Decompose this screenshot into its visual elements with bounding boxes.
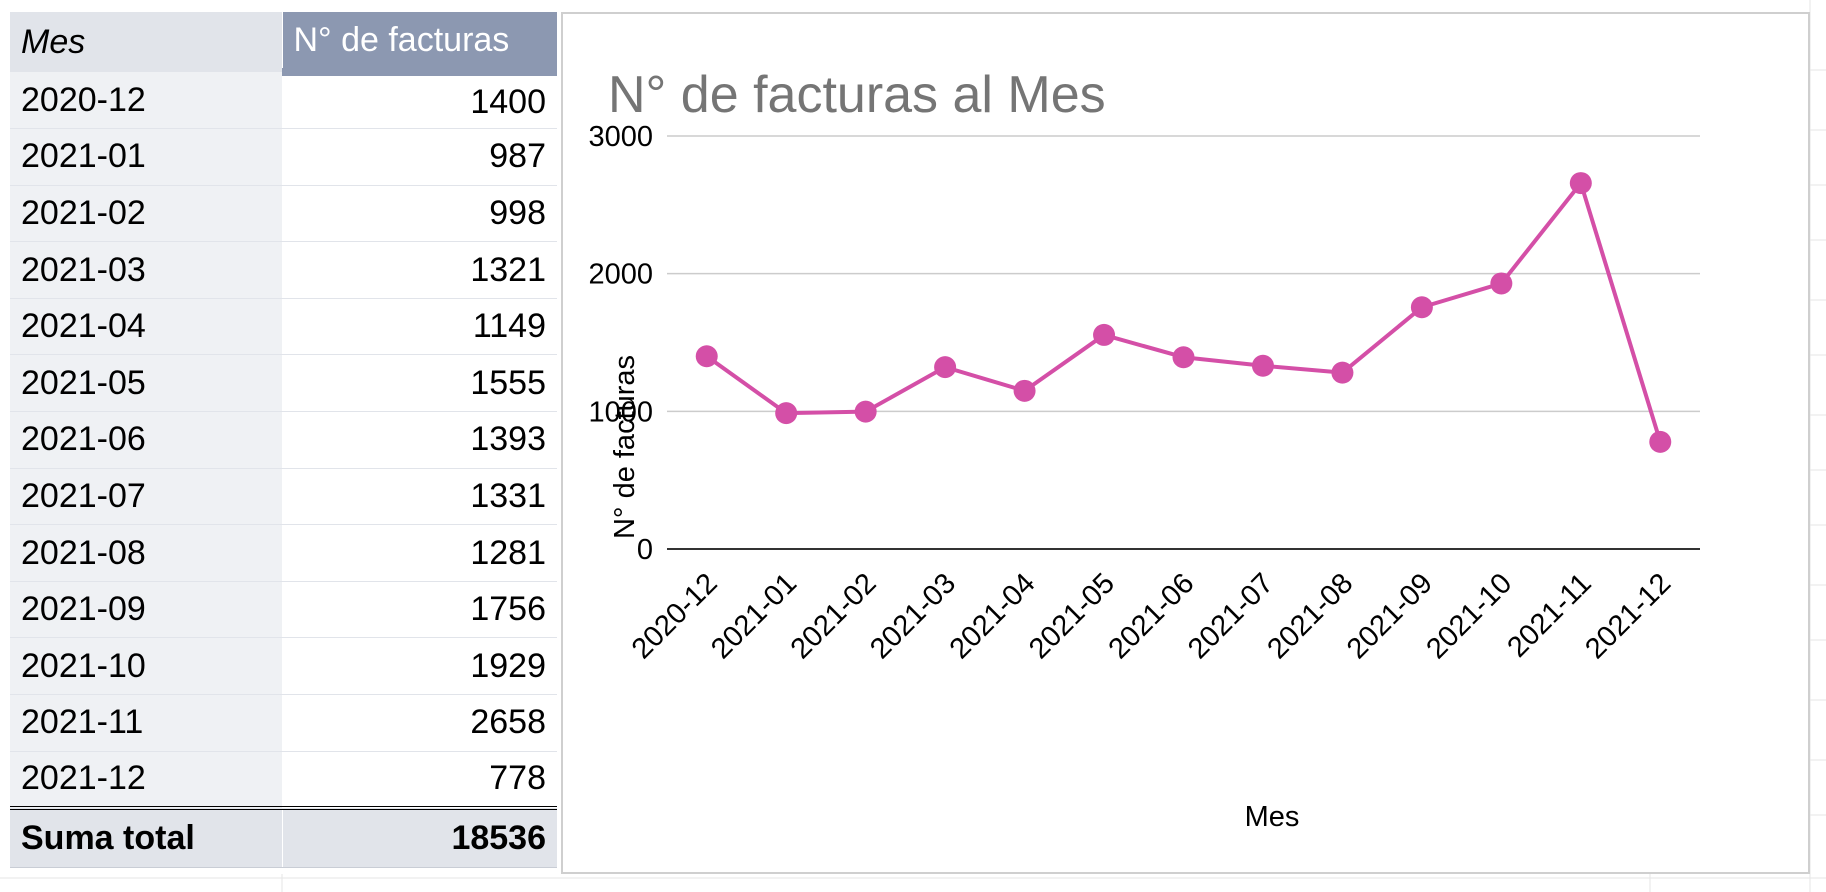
cell-facturas[interactable]: 778: [282, 751, 557, 809]
cell-mes[interactable]: 2021-11: [10, 694, 283, 752]
cell-mes[interactable]: 2021-03: [10, 241, 283, 299]
x-tick-label: 2021-10: [1420, 567, 1518, 665]
gridlines: [667, 135, 1700, 550]
column-header-facturas[interactable]: N° de facturas: [282, 12, 557, 76]
data-point[interactable]: [1172, 346, 1195, 369]
x-tick-label: 2021-11: [1501, 567, 1597, 663]
cell-facturas[interactable]: 1281: [282, 524, 557, 582]
x-tick-label: 2021-03: [864, 567, 962, 665]
cell-mes[interactable]: 2021-02: [10, 185, 283, 243]
total-label[interactable]: Suma total: [10, 805, 283, 869]
table-row: 2021-12 778: [10, 751, 557, 809]
cell-facturas[interactable]: 1756: [282, 581, 557, 639]
pivot-table: Mes N° de facturas 2020-12 1400 2021-01 987…: [10, 12, 557, 869]
data-point[interactable]: [854, 400, 877, 423]
table-row: 2021-01 987: [10, 128, 557, 186]
y-tick-label: 1000: [588, 396, 653, 428]
table-row: 2021-03 1321: [10, 241, 557, 299]
y-tick-label: 2000: [588, 259, 653, 291]
cell-mes[interactable]: 2021-04: [10, 298, 283, 356]
x-tick-label: 2021-01: [705, 567, 803, 665]
cell-mes[interactable]: 2021-09: [10, 581, 283, 639]
cell-facturas[interactable]: 1331: [282, 468, 557, 526]
cell-facturas[interactable]: 1393: [282, 411, 557, 469]
total-row: Suma total 18536: [10, 805, 557, 869]
x-tick-label: 2021-08: [1261, 567, 1359, 665]
cell-mes[interactable]: 2021-01: [10, 128, 283, 186]
cell-mes[interactable]: 2021-06: [10, 411, 283, 469]
x-tick-label: 2021-06: [1103, 567, 1201, 665]
data-point[interactable]: [695, 345, 718, 368]
cell-mes[interactable]: 2020-12: [10, 72, 283, 130]
x-tick-label: 2021-12: [1579, 567, 1677, 665]
x-tick-label: 2021-07: [1182, 567, 1280, 665]
table-row: 2021-11 2658: [10, 694, 557, 752]
x-axis-label: Mes: [1245, 801, 1300, 833]
y-axis-ticks: 0 1000 2000 3000: [588, 121, 653, 566]
total-value[interactable]: 18536: [282, 805, 557, 869]
y-axis-label: N° de facturas: [609, 355, 641, 539]
chart-panel[interactable]: N° de facturas al Mes 0 1000 2000 3000 2020…: [561, 12, 1810, 874]
line-chart: N° de facturas al Mes 0 1000 2000 3000 2020…: [588, 66, 1700, 833]
table-header-row: Mes N° de facturas: [10, 12, 557, 76]
data-point[interactable]: [1013, 379, 1036, 402]
table-row: 2021-05 1555: [10, 354, 557, 413]
data-point[interactable]: [1490, 272, 1513, 295]
cell-mes[interactable]: 2021-07: [10, 468, 283, 526]
data-point[interactable]: [1251, 354, 1274, 377]
y-tick-label: 3000: [588, 121, 653, 153]
cell-facturas[interactable]: 1555: [282, 354, 557, 413]
cell-facturas[interactable]: 1149: [282, 298, 557, 356]
table-row: 2021-10 1929: [10, 637, 557, 696]
series-line: [705, 181, 1663, 443]
data-point[interactable]: [1649, 430, 1672, 453]
column-header-mes[interactable]: Mes: [10, 12, 283, 72]
data-point[interactable]: [1093, 323, 1116, 346]
data-point[interactable]: [1569, 172, 1592, 195]
table-row: 2021-09 1756: [10, 581, 557, 639]
x-tick-label: 2021-04: [944, 567, 1042, 665]
table-row: 2021-07 1331: [10, 468, 557, 526]
cell-facturas[interactable]: 987: [282, 128, 557, 186]
chart-title: N° de facturas al Mes: [608, 66, 1106, 124]
cell-facturas[interactable]: 1929: [282, 637, 557, 696]
x-axis-ticks: 2020-122021-012021-022021-032021-042021-…: [626, 567, 1677, 665]
x-tick-label: 2021-02: [785, 567, 883, 665]
x-tick-label: 2021-09: [1341, 567, 1439, 665]
cell-facturas[interactable]: 998: [282, 185, 557, 243]
table-row: 2021-06 1393: [10, 411, 557, 469]
data-point[interactable]: [1410, 296, 1433, 319]
cell-mes[interactable]: 2021-10: [10, 637, 283, 696]
table-row: 2020-12 1400: [10, 72, 557, 130]
cell-facturas[interactable]: 1400: [282, 72, 557, 130]
table-row: 2021-04 1149: [10, 298, 557, 356]
table-row: 2021-08 1281: [10, 524, 557, 582]
cell-facturas[interactable]: 2658: [282, 694, 557, 752]
data-point[interactable]: [934, 356, 957, 379]
x-tick-label: 2021-05: [1023, 567, 1121, 665]
series-line-path[interactable]: [705, 181, 1663, 443]
data-point[interactable]: [775, 402, 798, 425]
table-row: 2021-02 998: [10, 185, 557, 243]
cell-mes[interactable]: 2021-12: [10, 751, 283, 809]
cell-mes[interactable]: 2021-05: [10, 354, 283, 413]
data-point[interactable]: [1331, 361, 1354, 384]
data-points: [695, 172, 1672, 453]
y-tick-label: 0: [637, 534, 653, 566]
cell-mes[interactable]: 2021-08: [10, 524, 283, 582]
cell-facturas[interactable]: 1321: [282, 241, 557, 299]
x-tick-label: 2020-12: [626, 567, 724, 665]
